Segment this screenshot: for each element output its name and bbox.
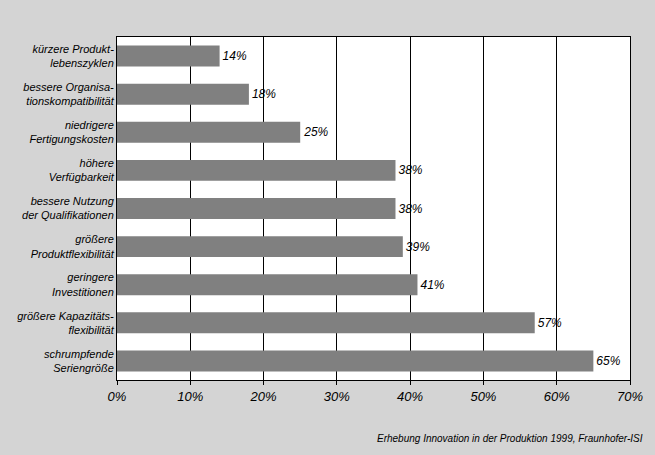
svg-text:höhereVerfügbarkeit: höhereVerfügbarkeit — [49, 157, 115, 183]
svg-text:25%: 25% — [303, 125, 328, 139]
svg-text:30%: 30% — [324, 389, 350, 404]
svg-text:bessere Organisa-tionskompatib: bessere Organisa-tionskompatibilität — [23, 81, 114, 107]
svg-text:10%: 10% — [177, 389, 203, 404]
svg-text:geringereInvestitionen: geringereInvestitionen — [52, 271, 114, 297]
svg-text:20%: 20% — [250, 389, 277, 404]
svg-text:bessere Nutzungder Qualifikati: bessere Nutzungder Qualifikationen — [22, 195, 115, 221]
svg-text:60%: 60% — [544, 389, 570, 404]
svg-text:schrumpfendeSeriengröße: schrumpfendeSeriengröße — [44, 348, 114, 374]
svg-text:50%: 50% — [470, 389, 496, 404]
svg-text:40%: 40% — [397, 389, 423, 404]
svg-text:niedrigereFertigungskosten: niedrigereFertigungskosten — [29, 119, 113, 145]
svg-text:kürzere Produkt-lebenszyklen: kürzere Produkt-lebenszyklen — [32, 43, 114, 69]
svg-text:70%: 70% — [617, 389, 643, 404]
svg-text:größere Kapazitäts-flexibilitä: größere Kapazitäts-flexibilität — [17, 310, 115, 336]
svg-text:39%: 39% — [406, 240, 430, 254]
svg-text:größereProduktflexibilität: größereProduktflexibilität — [31, 233, 115, 259]
svg-text:0%: 0% — [108, 389, 127, 404]
svg-text:14%: 14% — [223, 49, 247, 63]
svg-text:Erhebung Innovation in der Pro: Erhebung Innovation in der Produktion 19… — [377, 433, 643, 444]
svg-text:18%: 18% — [252, 87, 276, 101]
svg-text:57%: 57% — [538, 316, 562, 330]
svg-text:38%: 38% — [398, 202, 422, 216]
svg-text:41%: 41% — [420, 278, 444, 292]
svg-text:38%: 38% — [398, 163, 422, 177]
svg-text:65%: 65% — [596, 354, 620, 368]
